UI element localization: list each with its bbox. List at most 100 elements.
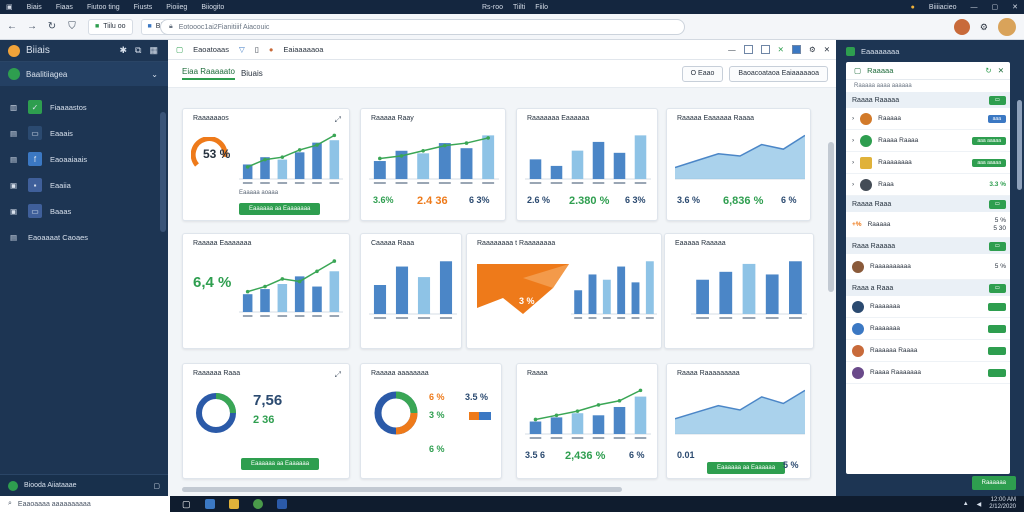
account-avatar[interactable] bbox=[998, 18, 1016, 36]
refresh-icon[interactable]: ↻ bbox=[47, 21, 57, 32]
files-app-icon[interactable] bbox=[228, 499, 239, 509]
copy-icon[interactable]: ⧉ bbox=[135, 45, 142, 55]
header-tab-2[interactable]: Biuais bbox=[240, 69, 263, 78]
briefcase-icon: ▤ bbox=[10, 232, 18, 242]
chart-tick bbox=[277, 315, 288, 317]
chart-svg bbox=[525, 388, 651, 439]
rp-close-icon[interactable]: ✕ bbox=[997, 66, 1004, 75]
network-icon[interactable]: ▲ bbox=[962, 501, 969, 507]
chart-tick bbox=[550, 437, 563, 439]
rp-section-3-title: Raaa Raaaaa bbox=[852, 242, 896, 250]
square-icon-3[interactable] bbox=[791, 45, 801, 54]
rp-row[interactable]: Raaaa Raaaaaaa bbox=[846, 362, 1010, 384]
grid-toggle-icon[interactable]: ▦ bbox=[149, 45, 158, 55]
card-9-button[interactable]: Eaaaaaa aa Eaaaaaa bbox=[241, 458, 320, 470]
rp-chevron-icon: › bbox=[852, 137, 855, 144]
shield-icon[interactable]: ⛉ bbox=[68, 21, 76, 32]
taskbar-search[interactable]: ⌕ Eaaoaaaa aaaaaaaaaa bbox=[0, 496, 170, 512]
sidebar-item-2[interactable]: ▤ ▭ Eaaais bbox=[0, 120, 168, 146]
rp-row[interactable]: Raaaaaaaaaa 5 % bbox=[846, 254, 1010, 280]
sidebar-scrollbar[interactable] bbox=[160, 112, 166, 232]
rp-row[interactable]: › Raaaa Raaaa aaa aaaaa bbox=[846, 130, 1010, 152]
right-panel-body: ▢ Raaaaa ↻ ✕ Raaaaa aaaa aaaaaa Raaaa Ra… bbox=[846, 62, 1010, 474]
sidebar-item-4[interactable]: ▣ ▪ Eaaiia bbox=[0, 172, 168, 198]
sidebar-footer[interactable]: Biooda Aiiataaae ▢ bbox=[0, 474, 168, 496]
customize-button[interactable]: Baoacoataoa Eaiaaaaaoa bbox=[729, 65, 828, 82]
workspace-selector[interactable]: Baalitiiagea ⌄ bbox=[0, 62, 168, 86]
rp-section-3-pill[interactable]: ▭ bbox=[988, 241, 1006, 251]
rp-row[interactable]: Raaaaaaa bbox=[846, 296, 1010, 318]
menu-item-4[interactable]: Fiusts bbox=[133, 3, 153, 11]
settings-icon[interactable]: ✱ bbox=[119, 45, 128, 55]
minus-icon[interactable]: — bbox=[728, 45, 736, 54]
close-icon[interactable]: ✕ bbox=[1012, 4, 1018, 11]
minimize-icon[interactable]: — bbox=[970, 3, 978, 11]
dashboard-hscroll[interactable] bbox=[182, 487, 622, 492]
chart-line bbox=[247, 134, 335, 168]
header-tab-active[interactable]: Eiaa Raaaaato bbox=[182, 67, 235, 80]
sidebar-item-6[interactable]: ▤ Eaoaaaat Caoaes bbox=[0, 224, 168, 250]
chart-bar bbox=[529, 159, 542, 179]
sidebar-item-3[interactable]: ▤ f Eaoaaiaais bbox=[0, 146, 168, 172]
card-1-button[interactable]: Eaaaaaa aa Eaaaaaaa bbox=[239, 203, 321, 215]
dashboard-vscroll[interactable] bbox=[828, 142, 834, 292]
browser-tab[interactable]: ■ Tiilu oo bbox=[88, 18, 133, 35]
menu-item-1[interactable]: Biais bbox=[26, 3, 42, 11]
mail-app-icon[interactable] bbox=[204, 499, 215, 509]
rp-row[interactable]: Raaaaaaa bbox=[846, 318, 1010, 340]
chart-line bbox=[535, 389, 641, 421]
card-1: Raaaaaaos ⤢ 53 % Eaaaaa aoaaa Eaaaaaa aa… bbox=[182, 108, 350, 221]
chart-tick bbox=[417, 182, 430, 184]
chart-tick bbox=[634, 437, 647, 439]
rp-row[interactable]: Raaaaaa Raaaa bbox=[846, 340, 1010, 362]
filter-icon[interactable]: ▽ bbox=[238, 45, 245, 54]
rp-section-2-pill[interactable]: ▭ bbox=[988, 199, 1006, 209]
collapse-icon[interactable]: ▢ bbox=[153, 482, 160, 490]
rp-row[interactable]: › Raaaaaaaa aaa aaaaa bbox=[846, 152, 1010, 174]
view-button[interactable]: O Eaao bbox=[681, 65, 724, 82]
right-panel-scrollbar[interactable] bbox=[1017, 100, 1022, 190]
chart-point bbox=[443, 143, 447, 148]
extensions-icon[interactable]: ⚙ bbox=[979, 21, 988, 32]
rp-section-1-pill[interactable]: ▭ bbox=[988, 95, 1006, 105]
back-icon[interactable]: ← bbox=[7, 21, 17, 32]
chart-tick bbox=[634, 182, 647, 184]
user-icon[interactable]: ● bbox=[910, 3, 915, 11]
browser-app-icon[interactable] bbox=[252, 499, 263, 509]
share-icon[interactable]: ✕ bbox=[777, 45, 784, 54]
card-9-title: Raaaaaa Raaa bbox=[193, 370, 241, 377]
maximize-icon[interactable]: ▢ bbox=[991, 4, 999, 11]
menu-item-5[interactable]: Pioiieg bbox=[166, 3, 188, 11]
tab-overview[interactable]: Eaoatoaas bbox=[193, 45, 229, 54]
sidebar-item-3-badge: f bbox=[28, 152, 42, 166]
tab-details[interactable]: Eaiaaaaaoa bbox=[283, 45, 324, 54]
rp-section-4-pill[interactable]: ▭ bbox=[988, 283, 1006, 293]
sidebar-item-1[interactable]: ▥ ✓ Fiaaaastos bbox=[0, 94, 168, 120]
rp-refresh-icon[interactable]: ↻ bbox=[985, 66, 992, 75]
forward-icon[interactable]: → bbox=[27, 21, 37, 32]
rp-row[interactable]: › Raaaaa aaa bbox=[846, 108, 1010, 130]
chart-point bbox=[596, 403, 601, 407]
settings-small-icon[interactable]: ⚙ bbox=[808, 45, 816, 54]
rp-row[interactable]: › Raaa 3.3 % bbox=[846, 174, 1010, 196]
chart-point bbox=[245, 289, 250, 294]
chart-point bbox=[280, 277, 285, 281]
word-app-icon[interactable] bbox=[276, 499, 287, 509]
sidebar-item-5[interactable]: ▣ ▭ Baaas bbox=[0, 198, 168, 224]
volume-icon[interactable]: ◀ bbox=[976, 501, 982, 508]
menu-item-2[interactable]: Fiaas bbox=[55, 3, 73, 11]
task-view-icon[interactable]: ▢ bbox=[182, 498, 191, 509]
expand-icon-2[interactable]: ⤢ bbox=[334, 370, 341, 379]
card-5: Raaaaa Eaaaaaaa 6,4 % bbox=[182, 233, 350, 349]
square-icon-2[interactable] bbox=[760, 45, 770, 54]
profile-avatar[interactable] bbox=[953, 19, 970, 35]
address-bar[interactable]: 🔒︎ Eotoooc1ai2Fianitiiif Aiacouic bbox=[160, 19, 685, 35]
menu-item-6[interactable]: Biiogito bbox=[201, 3, 225, 11]
rp-footer-button[interactable]: Raaaaaa bbox=[971, 476, 1016, 490]
rp-row[interactable]: +% Raaaaa 5 % 5 30 bbox=[846, 212, 1010, 238]
card-12-button[interactable]: Eaaaaaa aa Eaaaaaa bbox=[707, 462, 786, 474]
close-panel-icon[interactable]: ✕ bbox=[823, 45, 830, 54]
expand-icon[interactable]: ⤢ bbox=[334, 115, 341, 124]
menu-item-3[interactable]: Fiutoo ting bbox=[86, 3, 120, 11]
square-icon-1[interactable] bbox=[743, 45, 753, 54]
